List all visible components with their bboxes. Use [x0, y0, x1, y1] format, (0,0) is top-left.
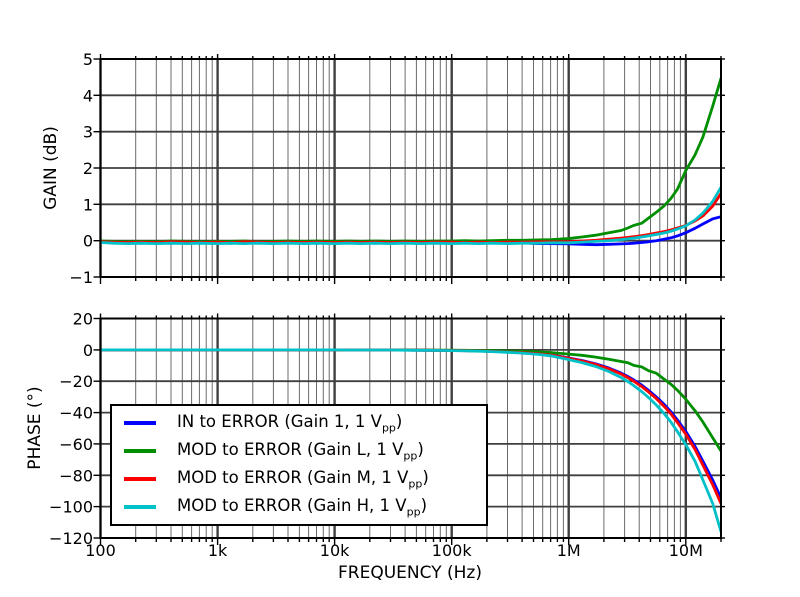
y-tick-label: −40	[59, 404, 93, 423]
y-tick-label: 0	[83, 232, 93, 251]
y-tick-label: −1	[69, 268, 93, 287]
legend-label-subscript: pp	[381, 421, 396, 435]
legend-label: MOD to ERROR (Gain H, 1 Vpp)	[177, 495, 427, 519]
axes-layer	[93, 54, 725, 545]
legend-label: IN to ERROR (Gain 1, 1 Vpp)	[177, 411, 403, 435]
legend-entry-2: MOD to ERROR (Gain M, 1 Vpp)	[112, 468, 486, 490]
legend-label-subscript: pp	[403, 449, 418, 463]
series-line-gain-2	[100, 192, 721, 244]
legend-swatch	[124, 477, 156, 481]
legend-swatch	[124, 505, 156, 509]
y-tick-label: 3	[83, 123, 93, 142]
y-tick-label: 1	[83, 195, 93, 214]
y-tick-label: 20	[73, 310, 93, 329]
x-tick-label: 1M	[557, 541, 581, 560]
legend-label: MOD to ERROR (Gain M, 1 Vpp)	[177, 467, 429, 491]
x-tick-label: 10M	[669, 541, 703, 560]
frequency-axis-label: FREQUENCY (Hz)	[338, 563, 482, 583]
x-tick-label: 100k	[432, 541, 473, 560]
y-tick-label: −120	[49, 529, 93, 548]
y-tick-label: 0	[83, 341, 93, 360]
legend-swatch	[124, 421, 156, 425]
y-tick-label: 4	[83, 86, 93, 105]
y-tick-label: −20	[59, 372, 93, 391]
series-line-phase-3	[100, 348, 721, 534]
series-line-gain-3	[100, 185, 721, 245]
legend-swatch	[124, 449, 156, 453]
legend-label: MOD to ERROR (Gain L, 1 Vpp)	[177, 439, 424, 463]
legend-label-subscript: pp	[408, 477, 423, 491]
legend-entry-1: MOD to ERROR (Gain L, 1 Vpp)	[112, 440, 486, 462]
x-tick-label: 10k	[320, 541, 350, 560]
y-tick-label: −80	[59, 466, 93, 485]
legend-entry-0: IN to ERROR (Gain 1, 1 Vpp)	[112, 412, 486, 434]
series-line-gain-1	[100, 76, 721, 244]
y-tick-label: 5	[83, 50, 93, 69]
phase-axis-label: PHASE (°)	[25, 386, 45, 469]
y-tick-label: 2	[83, 159, 93, 178]
y-tick-label: −60	[59, 435, 93, 454]
y-tick-label: −100	[49, 498, 93, 517]
legend-box: IN to ERROR (Gain 1, 1 Vpp) MOD to ERROR …	[110, 404, 488, 526]
x-tick-label: 1k	[208, 541, 228, 560]
x-tick-label: 100	[85, 541, 116, 560]
gain-axis-label: GAIN (dB)	[41, 126, 61, 210]
axes-frame	[99, 317, 722, 539]
series-layer	[100, 76, 721, 534]
legend-label-subscript: pp	[406, 505, 421, 519]
legend-entry-3: MOD to ERROR (Gain H, 1 Vpp)	[112, 496, 486, 518]
axes-frame	[99, 58, 722, 278]
